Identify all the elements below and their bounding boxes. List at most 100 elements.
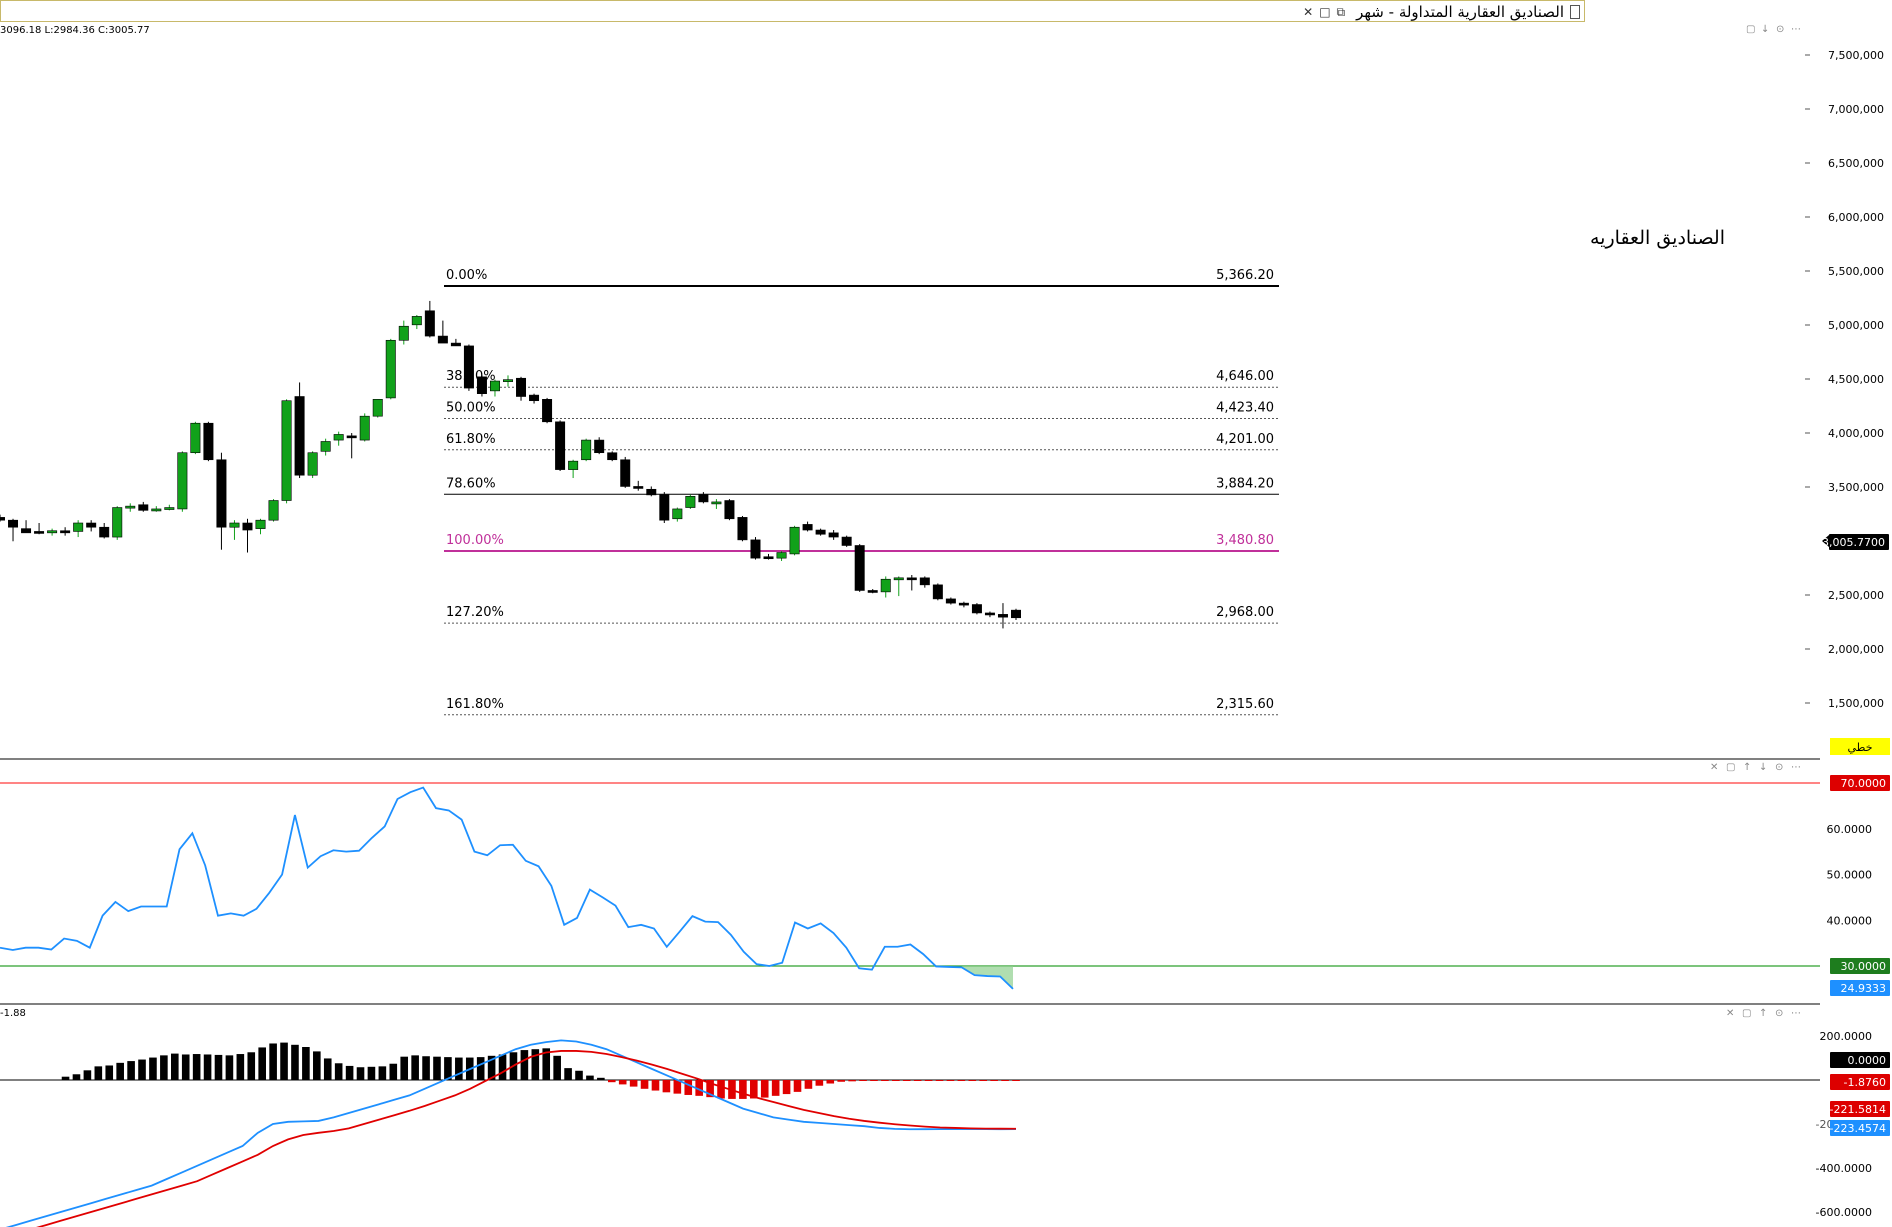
rsi-oversold-badge-bg [1830, 958, 1890, 974]
candle-body [542, 399, 553, 423]
candle-body [203, 422, 214, 461]
macd-histogram-bar [520, 1050, 529, 1080]
macd-histogram-bar [618, 1080, 627, 1085]
price-axis-tick-label: 6,500,000 [1828, 157, 1884, 170]
fib-level-price: 5,366.20 [1216, 268, 1274, 283]
macd-axis-tick-label: 200.0000 [1820, 1030, 1873, 1043]
chart-annotation[interactable]: الصناديق العقاريه [1590, 227, 1725, 249]
maximize-icon[interactable]: □ [1319, 5, 1331, 19]
pane-more-icon[interactable]: ⋯ [1791, 1008, 1801, 1019]
restore-icon[interactable]: ⧉ [1336, 4, 1346, 19]
rsi-pane: 60.0000 50.0000 40.0000 [0, 782, 1872, 990]
price-axis-tick-label: 3,500,000 [1828, 481, 1884, 494]
macd-histogram-bar [313, 1051, 321, 1080]
pane-up-icon[interactable]: ↑ [1743, 762, 1751, 773]
macd-histogram-bar [651, 1080, 660, 1091]
macd-histogram-bar [116, 1062, 124, 1080]
macd-histogram-bar [990, 1080, 998, 1081]
pane-more-icon[interactable]: ⋯ [1791, 24, 1801, 35]
candle-body [1011, 609, 1021, 619]
macd-histogram-bar [487, 1055, 496, 1080]
pane-down-icon[interactable]: ↓ [1761, 24, 1769, 35]
candle-body [555, 421, 566, 470]
macd-histogram-bar [225, 1055, 234, 1080]
candle-body [294, 396, 305, 476]
macd-histogram-bar [760, 1080, 769, 1098]
price-axis-tick-label: 5,500,000 [1828, 265, 1884, 278]
candle-body [320, 441, 331, 452]
macd-signal-badge: -221.5814 [1830, 1103, 1886, 1116]
fib-level-price: 2,968.00 [1216, 605, 1274, 620]
candle-body [633, 486, 644, 489]
candle-body [229, 522, 240, 528]
pane-settings-icon[interactable]: ⊙ [1775, 762, 1783, 773]
line-mode-button[interactable]: خطي [1848, 741, 1873, 754]
candle-body [620, 459, 631, 487]
macd-histogram-bar [389, 1063, 398, 1080]
pane-minimize-icon[interactable]: ▢ [1726, 762, 1735, 773]
pane-settings-icon[interactable]: ⊙ [1775, 1008, 1783, 1019]
price-axis-tick-label: 2,500,000 [1828, 589, 1884, 602]
macd-histogram-bar [935, 1080, 944, 1081]
window-checkbox[interactable] [1570, 5, 1580, 19]
candle-body [945, 598, 956, 604]
candle-body [529, 394, 540, 402]
candle-body [60, 530, 71, 534]
line-mode-button-bg [1830, 738, 1890, 755]
rsi-current-badge-bg [1830, 980, 1890, 996]
macd-pane-toolbar[interactable]: ✕ ▢ ↑ ⊙ ⋯ [1726, 1008, 1801, 1019]
candle-body [268, 500, 279, 521]
fibonacci-retracement[interactable]: 0.00%5,366.2038.20%4,646.0050.00%4,423.4… [444, 268, 1279, 716]
candle-body [8, 519, 19, 528]
fib-level-percent: 50.00% [446, 401, 496, 416]
pane-settings-icon[interactable]: ⊙ [1776, 24, 1784, 35]
macd-histogram-bar [957, 1080, 966, 1081]
candle-body [216, 459, 227, 528]
price-pane-toolbar[interactable]: ▢ ↓ ⊙ ⋯ [1746, 24, 1801, 35]
candle-body [333, 434, 344, 441]
candle-body [958, 602, 969, 606]
macd-histogram-bar [203, 1054, 212, 1080]
candle-body [281, 400, 292, 501]
candle-body [932, 584, 943, 600]
candle-body [437, 335, 448, 344]
price-axis-tick-label: 2,000,000 [1828, 643, 1884, 656]
candle-body [789, 526, 800, 555]
candle-body [880, 578, 891, 593]
macd-histogram-bar [181, 1054, 190, 1080]
price-axis-tick-label: 4,000,000 [1828, 427, 1884, 440]
price-axis[interactable]: 7,500,000 7,000,000 6,500,000 6,000,000 5,50… [1805, 49, 1884, 710]
price-axis-tick-label: 7,000,000 [1828, 103, 1884, 116]
candle-body [125, 505, 136, 509]
pane-more-icon[interactable]: ⋯ [1791, 762, 1801, 773]
close-icon[interactable]: ✕ [1303, 5, 1314, 19]
pane-up-icon[interactable]: ↑ [1759, 1008, 1767, 1019]
pane-close-icon[interactable]: ✕ [1726, 1008, 1734, 1019]
macd-histogram-bar [793, 1080, 802, 1092]
pane-close-icon[interactable]: ✕ [1710, 762, 1718, 773]
price-axis-tick-label: 1,500,000 [1828, 697, 1884, 710]
candle-body [750, 539, 761, 559]
candle-body [476, 376, 487, 394]
fib-level-percent: 61.80% [446, 432, 496, 447]
macd-histogram-bar [280, 1042, 288, 1080]
macd-histogram-bar [302, 1047, 310, 1080]
pane-down-icon[interactable]: ↓ [1759, 762, 1767, 773]
macd-histogram-bar [476, 1057, 485, 1080]
macd-zero-badge: 0.0000 [1848, 1054, 1887, 1067]
macd-histogram-bar [979, 1080, 988, 1081]
macd-histogram-bar [1012, 1080, 1020, 1081]
pane-minimize-icon[interactable]: ▢ [1746, 24, 1755, 35]
fib-level-price: 3,480.80 [1216, 533, 1274, 548]
candle-body [737, 517, 748, 541]
fib-level-percent: 161.80% [446, 697, 504, 712]
pane-minimize-icon[interactable]: ▢ [1742, 1008, 1751, 1019]
axis-value-labels: 3,005.7700 خطي 70.0000 30.0000 24.9333 0.0000… [1816, 534, 1890, 1136]
macd-histogram-bar [575, 1070, 583, 1080]
macd-histogram-bar [94, 1066, 103, 1080]
macd-histogram-bar [323, 1058, 332, 1080]
rsi-pane-toolbar[interactable]: ✕ ▢ ↑ ↓ ⊙ ⋯ [1710, 762, 1801, 773]
ohlc-readout: 3096.18 L:2984.36 C:3005.77 [0, 25, 150, 36]
macd-histogram-bar [826, 1080, 835, 1084]
